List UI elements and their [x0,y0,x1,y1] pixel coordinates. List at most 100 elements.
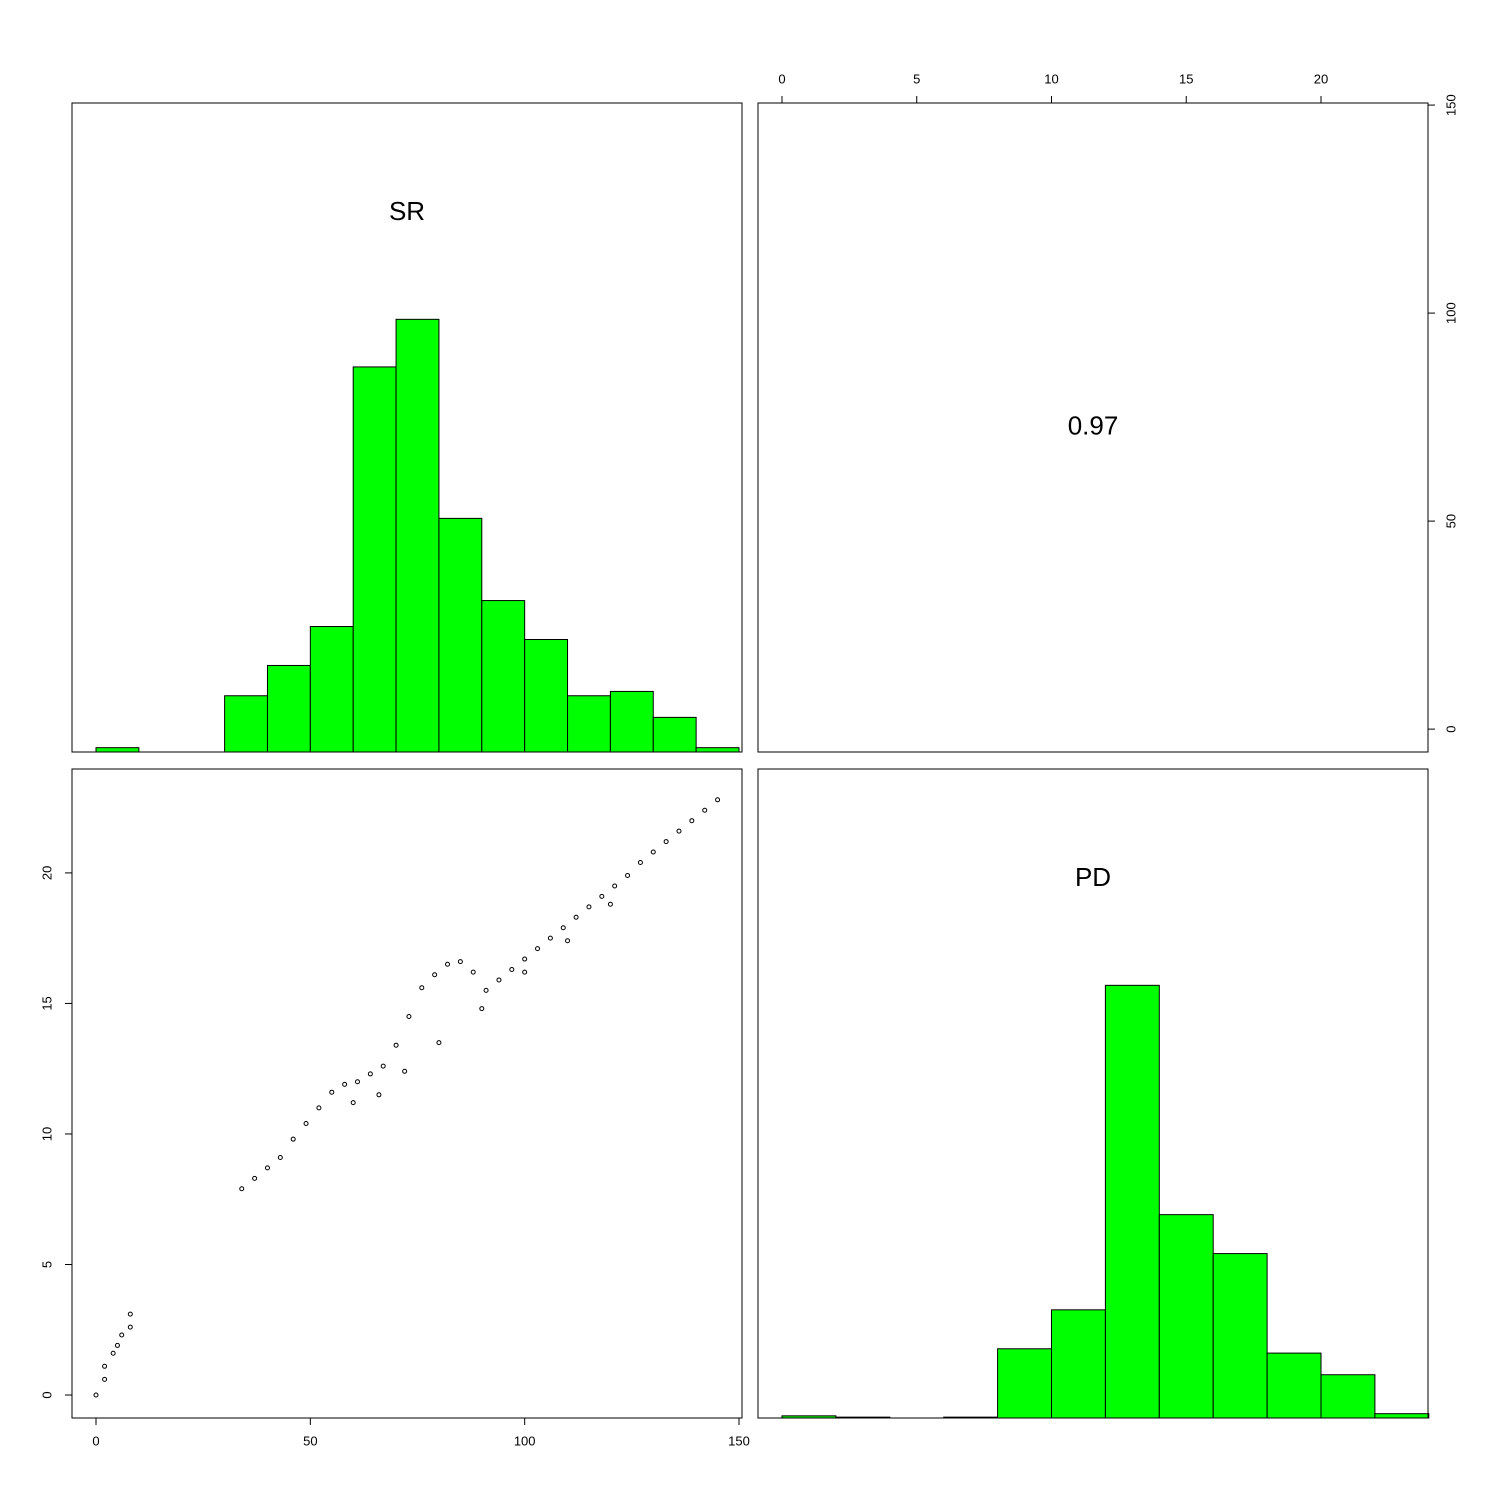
point [702,807,708,813]
bar [695,747,740,753]
point [119,1332,125,1338]
bar [1374,1413,1430,1419]
point [650,849,656,855]
y-tick-label: 5 [39,1261,54,1268]
panel-label: SR [389,196,425,226]
point [445,961,451,967]
x-tick-label: 15 [1179,71,1193,86]
point [102,1376,108,1382]
point [393,1042,399,1048]
point [560,925,566,931]
point [522,956,528,962]
x-tick-label: 100 [514,1433,536,1448]
point [114,1342,120,1348]
point [432,972,438,978]
x-tick-label: 10 [1044,71,1058,86]
bar [224,695,268,753]
bar [1212,1253,1268,1419]
bar [1320,1374,1376,1419]
bar [997,1348,1052,1419]
bar [438,517,483,753]
x-tick-label: 0 [778,71,785,86]
point [127,1311,133,1317]
point [290,1136,296,1142]
point [535,946,541,952]
panel-label: PD [1075,862,1111,892]
panel-frame [757,102,1429,753]
point [509,966,515,972]
point [102,1363,108,1369]
point [457,959,463,965]
panel-frame [757,768,1429,1419]
y-tick-label: 15 [39,996,54,1010]
y-tick-label: 150 [1443,94,1458,116]
point [380,1063,386,1069]
point [419,985,425,991]
point [637,859,643,865]
point [612,883,618,889]
point [406,1013,412,1019]
point [277,1154,283,1160]
point [303,1121,309,1127]
bar [524,639,569,753]
point [479,1006,485,1012]
point [470,969,476,975]
y-tick-label: 10 [39,1127,54,1141]
point [127,1324,133,1330]
point [239,1186,245,1192]
point [436,1040,442,1046]
bar [309,626,354,753]
bar [567,695,611,753]
point [689,818,695,824]
point [402,1068,408,1074]
bar [1158,1214,1214,1419]
panel-frame [71,102,743,753]
point [715,797,721,803]
point [329,1089,335,1095]
bar [1104,984,1160,1419]
bar [352,366,397,753]
point [110,1350,116,1356]
point [496,977,502,983]
point [252,1175,258,1181]
x-tick-label: 50 [303,1433,317,1448]
bar [652,716,697,753]
point [565,938,571,944]
point [625,873,631,879]
point [316,1105,322,1111]
y-tick-label: 0 [39,1391,54,1398]
point [547,935,553,941]
y-tick-label: 100 [1443,302,1458,324]
point [350,1100,356,1106]
point [573,914,579,920]
y-tick-label: 20 [39,866,54,880]
x-tick-label: 20 [1314,71,1328,86]
point [367,1071,373,1077]
bar [481,600,526,753]
point [93,1392,99,1398]
x-tick-label: 5 [913,71,920,86]
point [599,893,605,899]
bar [395,318,440,753]
x-tick-label: 150 [728,1433,750,1448]
bar [609,690,654,753]
y-tick-label: 0 [1443,726,1458,733]
point [483,987,489,993]
x-tick-label: 0 [92,1433,99,1448]
point [676,828,682,834]
panel-frame [71,768,743,1419]
bar [1266,1352,1322,1419]
correlation: 0.97 [1068,410,1119,440]
bar [95,747,140,753]
point [522,969,528,975]
bar [266,664,311,753]
point [663,839,669,845]
point [586,904,592,910]
point [354,1079,360,1085]
bar [1050,1309,1106,1419]
point [264,1165,270,1171]
point [376,1092,382,1098]
y-tick-label: 50 [1443,514,1458,528]
point [607,901,613,907]
